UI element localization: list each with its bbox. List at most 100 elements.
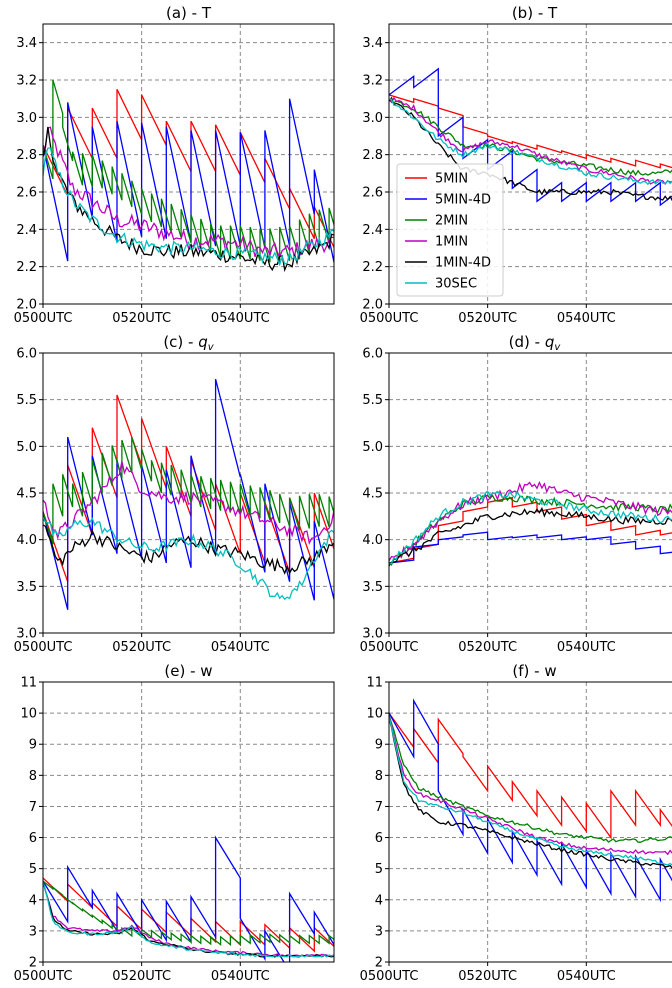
y-tick-label: 5.5 bbox=[362, 393, 383, 408]
y-tick-label: 3 bbox=[29, 924, 37, 939]
panel-3: 3.0 3.5 4.0 4.5 5.0 5.5 6.0 0500UTC 0520UTC 0540U… bbox=[14, 333, 335, 655]
y-tick-label: 3.2 bbox=[362, 74, 383, 89]
y-tick-label: 10 bbox=[366, 707, 383, 722]
y-tick-label: 8 bbox=[375, 769, 383, 784]
y-tick-label: 4.0 bbox=[16, 533, 37, 548]
panel-5: 2 3 4 5 6 7 8 9 10 11 0500UTC 0520UTC 0540UTC (e) - w bbox=[14, 662, 335, 984]
series-line-2min bbox=[43, 436, 334, 545]
series-line-1min-4d bbox=[389, 506, 672, 567]
series-line-1min bbox=[389, 716, 672, 856]
series-line-1min bbox=[43, 126, 334, 259]
y-tick-label: 4 bbox=[29, 893, 37, 908]
x-tick-label: 0540UTC bbox=[211, 311, 270, 326]
series-line-1min-4d bbox=[43, 524, 334, 575]
axes-frame bbox=[42, 23, 335, 305]
x-tick-label: 0540UTC bbox=[557, 969, 616, 984]
axes-frame bbox=[42, 681, 335, 963]
y-tick-label: 9 bbox=[375, 738, 383, 753]
series-line-5min bbox=[43, 394, 334, 582]
x-tick-label: 0540UTC bbox=[557, 640, 616, 655]
y-tick-label: 3.5 bbox=[16, 580, 37, 595]
y-tick-label: 2.2 bbox=[362, 260, 383, 275]
y-tick-label: 6 bbox=[375, 831, 383, 846]
y-tick-label: 3.0 bbox=[16, 627, 37, 642]
y-tick-label: 11 bbox=[366, 676, 383, 691]
series-group bbox=[43, 79, 334, 273]
y-tick-label: 2 bbox=[375, 956, 383, 971]
y-tick-label: 4.0 bbox=[362, 533, 383, 548]
series-line-2min bbox=[43, 79, 334, 263]
series-group bbox=[389, 480, 672, 567]
legend-label: 1MIN-4D bbox=[435, 256, 491, 271]
x-tick-label: 0500UTC bbox=[14, 311, 73, 326]
y-tick-label: 2.2 bbox=[16, 260, 37, 275]
panel-1: 2.0 2.2 2.4 2.6 2.8 3.0 3.2 3.4 0500UTC 0520UTC 05… bbox=[14, 4, 335, 326]
series-line-30sec bbox=[43, 147, 334, 267]
series-line-5min-4d bbox=[43, 835, 334, 962]
series-line-2min bbox=[389, 494, 672, 566]
panel-6: 2 3 4 5 6 7 8 9 10 11 0500UTC 0520UTC 0540UTC (f) - w bbox=[360, 662, 672, 984]
y-tick-label: 6 bbox=[29, 831, 37, 846]
legend-box bbox=[396, 163, 504, 297]
panel-title: (e) - w bbox=[164, 662, 212, 680]
series-line-5min-4d bbox=[389, 531, 672, 564]
legend-label: 5MIN bbox=[435, 172, 468, 187]
series-line-1min-4d bbox=[389, 717, 672, 869]
series-line-5min-4d bbox=[389, 698, 672, 903]
x-tick-label: 0520UTC bbox=[112, 640, 171, 655]
y-tick-label: 2.4 bbox=[362, 223, 383, 238]
axes-frame bbox=[388, 23, 672, 305]
y-tick-label: 2.0 bbox=[362, 298, 383, 313]
series-group bbox=[389, 698, 672, 903]
y-tick-label: 5.0 bbox=[362, 440, 383, 455]
series-group bbox=[43, 835, 334, 962]
series-line-5min bbox=[389, 496, 672, 564]
series-line-1min bbox=[43, 461, 334, 546]
y-tick-label: 5 bbox=[29, 862, 37, 877]
y-tick-label: 4.5 bbox=[16, 487, 37, 502]
series-line-1min bbox=[389, 480, 672, 562]
series-line-2min bbox=[43, 880, 334, 946]
x-tick-label: 0540UTC bbox=[211, 969, 270, 984]
legend-label: 1MIN bbox=[435, 235, 468, 250]
y-tick-label: 2.6 bbox=[16, 186, 37, 201]
x-tick-label: 0500UTC bbox=[14, 640, 73, 655]
y-tick-label: 7 bbox=[375, 800, 383, 815]
y-tick-label: 5.5 bbox=[16, 393, 37, 408]
panel-title: (c) - qv bbox=[163, 333, 214, 353]
y-tick-label: 11 bbox=[20, 676, 37, 691]
series-line-1min bbox=[43, 880, 334, 957]
x-tick-label: 0520UTC bbox=[458, 640, 517, 655]
legend-label: 2MIN bbox=[435, 214, 468, 229]
x-tick-label: 0500UTC bbox=[360, 311, 419, 326]
x-tick-label: 0500UTC bbox=[360, 969, 419, 984]
y-tick-label: 3.4 bbox=[16, 36, 37, 51]
panel-title: (a) - T bbox=[166, 4, 212, 22]
y-tick-label: 3 bbox=[375, 924, 383, 939]
y-tick-label: 6.0 bbox=[362, 347, 383, 362]
y-tick-label: 3.0 bbox=[362, 627, 383, 642]
y-tick-label: 10 bbox=[20, 707, 37, 722]
y-tick-label: 8 bbox=[29, 769, 37, 784]
y-tick-label: 2.6 bbox=[362, 186, 383, 201]
series-line-30sec bbox=[389, 490, 672, 565]
y-tick-label: 3.4 bbox=[362, 36, 383, 51]
x-tick-label: 0520UTC bbox=[112, 311, 171, 326]
y-tick-label: 3.2 bbox=[16, 74, 37, 89]
y-tick-label: 4.5 bbox=[362, 487, 383, 502]
panel-title: (f) - w bbox=[512, 662, 556, 680]
legend: 5MIN 5MIN-4D 2MIN 1MIN 1MIN-4D 30SEC bbox=[396, 163, 504, 297]
series-line-1min-4d bbox=[43, 881, 334, 958]
y-tick-label: 5 bbox=[375, 862, 383, 877]
y-tick-label: 3.5 bbox=[362, 580, 383, 595]
x-tick-label: 0520UTC bbox=[458, 311, 517, 326]
series-group bbox=[389, 67, 672, 207]
series-line-5min-4d bbox=[43, 98, 334, 263]
y-tick-label: 6.0 bbox=[16, 347, 37, 362]
y-tick-label: 7 bbox=[29, 800, 37, 815]
series-line-30sec bbox=[43, 881, 334, 958]
y-tick-label: 5.0 bbox=[16, 440, 37, 455]
y-tick-label: 2 bbox=[29, 956, 37, 971]
y-tick-label: 2.4 bbox=[16, 223, 37, 238]
